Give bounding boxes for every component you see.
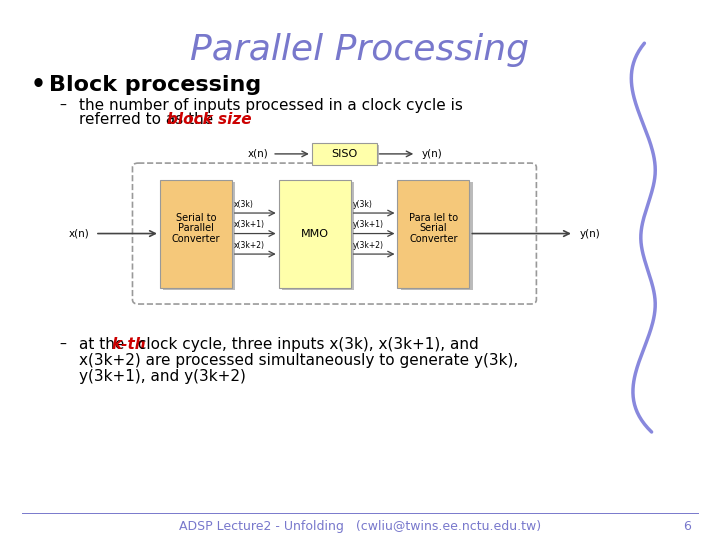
Text: –: – (59, 338, 66, 352)
Text: Serial to: Serial to (176, 213, 216, 224)
Text: ADSP Lecture2 - Unfolding   (cwliu@twins.ee.nctu.edu.tw): ADSP Lecture2 - Unfolding (cwliu@twins.e… (179, 520, 541, 533)
Bar (397, 179, 469, 287)
Text: y(3k+2): y(3k+2) (353, 241, 384, 249)
Text: Converter: Converter (409, 234, 458, 244)
Text: x(3k+2) are processed simultaneously to generate y(3k),: x(3k+2) are processed simultaneously to … (79, 353, 518, 368)
Text: x(3k+1): x(3k+1) (234, 220, 265, 229)
Text: 6: 6 (683, 520, 691, 533)
Text: y(n): y(n) (580, 228, 600, 239)
Text: y(n): y(n) (421, 149, 442, 159)
FancyBboxPatch shape (132, 163, 536, 304)
Text: x(3k+2): x(3k+2) (234, 241, 265, 249)
Text: the number of inputs processed in a clock cycle is: the number of inputs processed in a cloc… (79, 98, 463, 113)
Text: y(3k): y(3k) (353, 200, 373, 209)
Text: SISO: SISO (331, 149, 357, 159)
Text: x(3k): x(3k) (234, 200, 254, 209)
Text: Parallel Processing: Parallel Processing (191, 33, 529, 66)
Bar (160, 179, 232, 287)
Text: y(3k+1): y(3k+1) (353, 220, 384, 229)
Text: Converter: Converter (171, 234, 220, 244)
Text: k-th: k-th (112, 337, 146, 352)
Bar (312, 143, 377, 165)
Text: x(n): x(n) (248, 149, 269, 159)
Bar (315, 145, 379, 167)
Text: MMO: MMO (301, 228, 328, 239)
Text: clock cycle, three inputs x(3k), x(3k+1), and: clock cycle, three inputs x(3k), x(3k+1)… (132, 337, 478, 352)
Bar (279, 179, 351, 287)
Text: Parallel: Parallel (178, 223, 214, 233)
Bar (282, 183, 354, 291)
Text: at the: at the (79, 337, 130, 352)
Text: Serial: Serial (420, 223, 447, 233)
Text: block size: block size (168, 112, 252, 127)
Bar (163, 183, 235, 291)
Text: Para lel to: Para lel to (409, 213, 458, 224)
Bar (401, 183, 473, 291)
Text: referred to as the: referred to as the (79, 112, 218, 127)
Text: –: – (59, 99, 66, 113)
Text: •: • (30, 73, 45, 97)
Text: Block processing: Block processing (49, 75, 261, 96)
Text: y(3k+1), and y(3k+2): y(3k+1), and y(3k+2) (79, 369, 246, 384)
Text: x(n): x(n) (68, 228, 89, 239)
